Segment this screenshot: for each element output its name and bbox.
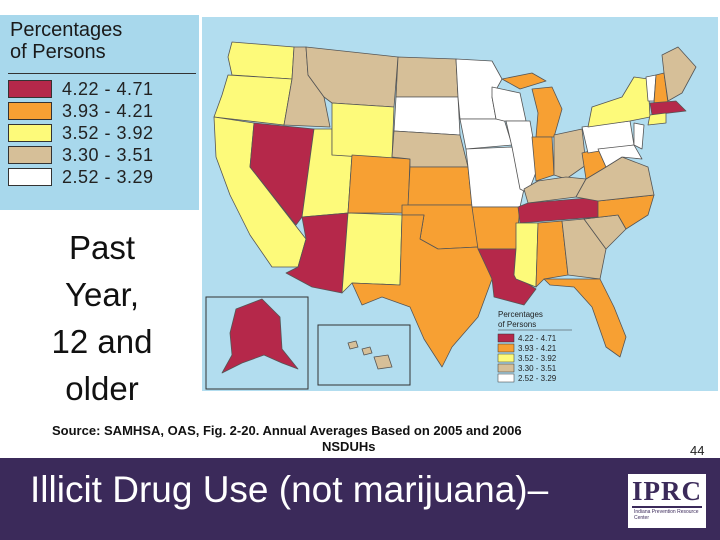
- state-kansas: [407, 166, 473, 206]
- caption-line: 12 and: [51, 323, 153, 360]
- legend-swatch: [8, 124, 52, 142]
- inset-legend-swatch: [497, 363, 515, 373]
- source-line-2: NSDUHs: [322, 439, 376, 454]
- logo-subtitle: Indiana Prevention Resource Center: [634, 509, 699, 521]
- legend-range-label: 3.30 - 3.51: [62, 145, 154, 165]
- legend-range-label: 4.22 - 4.71: [62, 79, 154, 99]
- source-line-1: Source: SAMHSA, OAS, Fig. 2-20. Annual A…: [52, 423, 522, 438]
- legend-range-label: 3.93 - 4.21: [62, 101, 154, 121]
- legend-title-line-1: Percentages: [10, 19, 123, 41]
- period-caption: Past Year, 12 and older: [14, 224, 190, 412]
- inset-legend-swatch: [497, 343, 515, 353]
- state-maryland: [597, 144, 643, 168]
- state-washington: [227, 41, 295, 80]
- state-texas: [351, 214, 493, 368]
- state-colorado: [347, 154, 411, 214]
- caption-line: older: [65, 370, 139, 407]
- page-number: 44: [690, 443, 705, 458]
- alaska-inset-frame: [205, 296, 309, 390]
- state-north-carolina: [583, 194, 655, 230]
- state-maine: [661, 46, 697, 102]
- state-ohio: [553, 128, 587, 180]
- legend-range-label: 2.52 - 3.29: [62, 167, 154, 187]
- legend-item: 2.52 - 3.29: [8, 167, 198, 187]
- title-bar: Illicit Drug Use (not marijuana)– IPRC I…: [0, 458, 720, 540]
- inset-legend-label: 4.22 - 4.71: [518, 334, 557, 343]
- caption-line: Past: [68, 229, 136, 266]
- inset-legend-swatch: [497, 373, 515, 383]
- logo-divider: [632, 506, 702, 508]
- state-alabama: [535, 220, 569, 288]
- legend-item: 3.93 - 4.21: [8, 101, 198, 121]
- state-mississippi: [513, 222, 539, 288]
- state-wyoming: [331, 102, 395, 160]
- state-massachusetts: [649, 100, 687, 116]
- source-citation: Source: SAMHSA, OAS, Fig. 2-20. Annual A…: [52, 423, 672, 455]
- state-new-york: [587, 76, 651, 128]
- legend-title-line-2: of Persons: [10, 41, 106, 63]
- legend-title: Percentages of Persons: [10, 19, 195, 63]
- inset-legend-label: 3.52 - 3.92: [518, 354, 557, 363]
- state-indiana: [531, 136, 555, 182]
- legend-range-label: 3.52 - 3.92: [62, 123, 154, 143]
- legend-swatch: [8, 102, 52, 120]
- state-arkansas: [471, 206, 521, 250]
- state-alaska: [221, 298, 299, 374]
- slide-title: Illicit Drug Use (not marijuana)–: [30, 469, 549, 510]
- state-florida: [543, 278, 627, 358]
- hawaii-inset-frame: [317, 324, 411, 386]
- iprc-logo: IPRC Indiana Prevention Resource Center: [628, 474, 706, 528]
- us-map-svg: Percentages of Persons 4.22 - 4.71 3.93 …: [205, 41, 697, 390]
- legend-swatch: [8, 80, 52, 98]
- state-iowa: [459, 118, 513, 150]
- state-wisconsin: [491, 86, 527, 122]
- state-oregon: [213, 74, 293, 126]
- inset-legend-title-2: of Persons: [498, 320, 536, 329]
- inset-legend-swatch: [497, 353, 515, 363]
- inset-legend-label: 3.93 - 4.21: [518, 344, 557, 353]
- inset-legend-title-1: Percentages: [498, 310, 543, 319]
- legend-swatch: [8, 146, 52, 164]
- state-north-dakota: [395, 56, 459, 98]
- legend-item: 4.22 - 4.71: [8, 79, 198, 99]
- inset-legend-label: 2.52 - 3.29: [518, 374, 557, 383]
- state-south-dakota: [393, 96, 461, 136]
- state-new-mexico: [341, 212, 403, 294]
- inset-legend-label: 3.30 - 3.51: [518, 364, 557, 373]
- state-new-jersey: [633, 122, 645, 150]
- state-nevada: [249, 122, 315, 226]
- state-hawaii: [347, 340, 393, 370]
- legend-swatch: [8, 168, 52, 186]
- logo-letters: IPRC: [632, 476, 702, 506]
- us-choropleth-map: Percentages of Persons 4.22 - 4.71 3.93 …: [202, 17, 718, 391]
- legend-item: 3.30 - 3.51: [8, 145, 198, 165]
- state-connecticut: [647, 112, 667, 126]
- legend-item: 3.52 - 3.92: [8, 123, 198, 143]
- legend-panel: Percentages of Persons 4.22 - 4.71 3.93 …: [0, 15, 199, 210]
- caption-line: Year,: [64, 276, 140, 313]
- inset-legend: Percentages of Persons 4.22 - 4.71 3.93 …: [497, 310, 572, 383]
- inset-legend-swatch: [497, 333, 515, 343]
- legend-divider: [8, 73, 196, 74]
